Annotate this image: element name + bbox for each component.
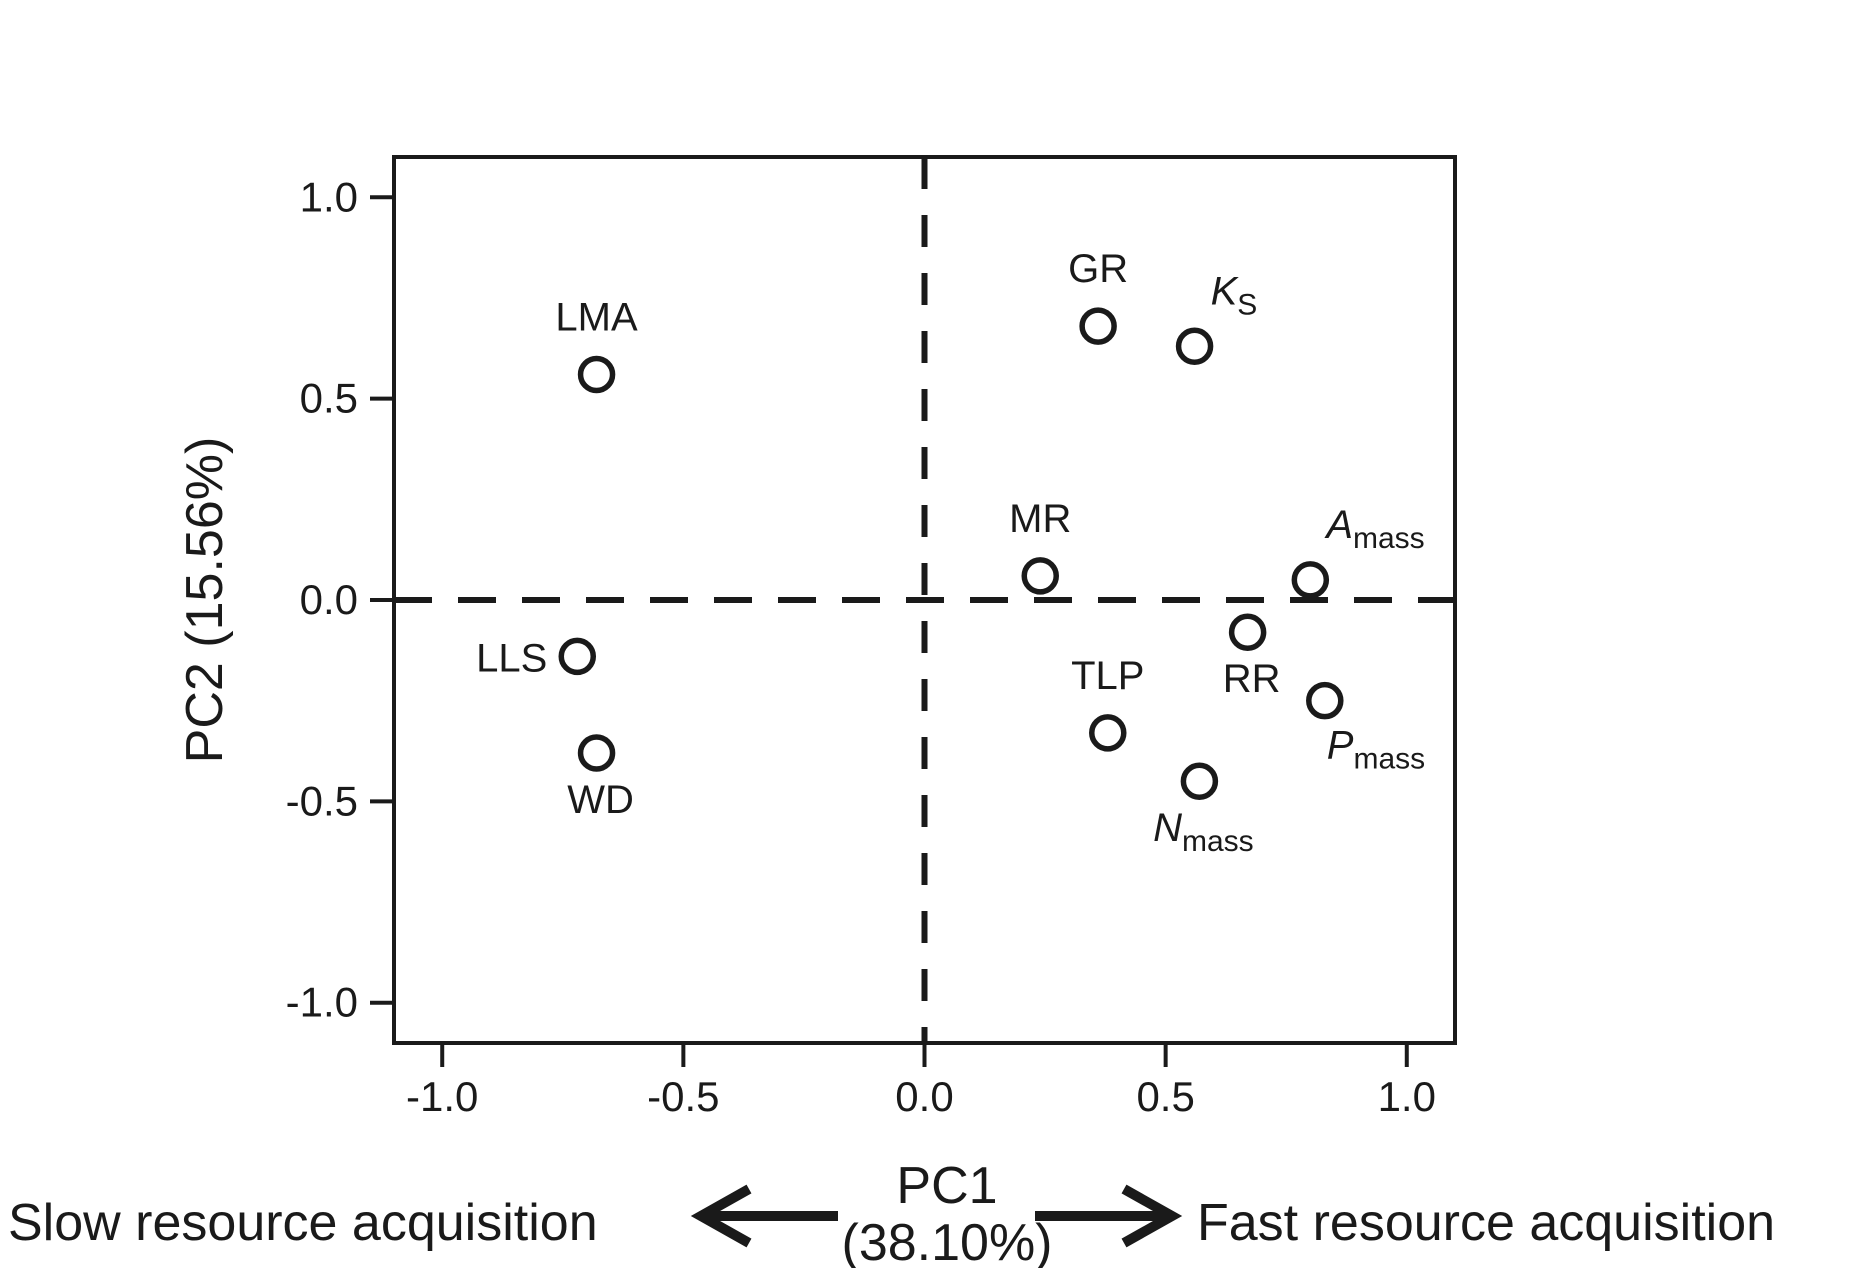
data-point-label-nmass: Nmass	[1153, 806, 1254, 858]
right-arrow-icon	[1035, 1184, 1183, 1248]
data-point-label-pmass: Pmass	[1327, 724, 1425, 776]
data-point-ks	[1175, 327, 1214, 366]
y-axis-ticks	[370, 195, 394, 1005]
y-axis-tick-labels: 1.0 0.5 0.0 -0.5 -1.0	[286, 173, 358, 1025]
data-point-labels: LMA GR KS MR Amass RR TLP Pmass Nmass LLS WD	[476, 247, 1425, 858]
y-tick-label: 1.0	[300, 173, 358, 220]
data-point-lma	[577, 355, 616, 394]
y-tick-label: -0.5	[286, 777, 358, 824]
data-point-label-rr: RR	[1223, 657, 1281, 701]
fast-resource-label: Fast resource acquisition	[1197, 1194, 1775, 1252]
x-tick-label: -0.5	[647, 1073, 719, 1120]
x-axis-tick-labels: -1.0 -0.5 0.0 0.5 1.0	[406, 1073, 1436, 1120]
data-point-lls	[558, 637, 597, 676]
y-tick-label: 0.0	[300, 576, 358, 623]
data-point-mr	[1021, 557, 1059, 595]
x-tick-label: 0.5	[1136, 1073, 1194, 1120]
data-point-rr	[1228, 613, 1267, 651]
data-point-label-tlp: TLP	[1071, 654, 1144, 698]
data-point-label-amass: Amass	[1324, 503, 1424, 555]
data-point-label-gr: GR	[1068, 247, 1128, 291]
data-point-label-lma: LMA	[555, 295, 638, 339]
slow-resource-label: Slow resource acquisition	[8, 1194, 598, 1252]
data-point-tlp	[1089, 714, 1127, 752]
x-axis-title: PC1	[896, 1157, 997, 1215]
data-point-pmass	[1306, 681, 1344, 720]
data-points	[558, 307, 1344, 800]
y-tick-label: 0.5	[300, 375, 358, 422]
data-point-label-ks: KS	[1211, 269, 1258, 321]
left-arrow-icon	[690, 1184, 838, 1248]
y-tick-label: -1.0	[286, 979, 358, 1026]
zero-reference-lines	[394, 157, 1455, 1043]
data-point-label-wd: WD	[567, 778, 634, 822]
data-point-gr	[1079, 307, 1117, 345]
y-axis-title: PC2 (15.56%)	[176, 437, 234, 764]
data-point-nmass	[1180, 762, 1219, 800]
x-axis-annotation-row: Slow resource acquisition PC1 (38.10%) F…	[8, 1157, 1775, 1268]
x-tick-label: 0.0	[895, 1073, 953, 1120]
x-tick-label: 1.0	[1378, 1073, 1436, 1120]
data-point-label-lls: LLS	[476, 636, 547, 680]
x-axis-variance: (38.10%)	[842, 1214, 1053, 1268]
x-axis-ticks	[440, 1043, 1409, 1067]
x-tick-label: -1.0	[406, 1073, 478, 1120]
data-point-amass	[1291, 561, 1330, 599]
data-point-label-mr: MR	[1009, 497, 1071, 541]
data-point-wd	[577, 734, 616, 772]
